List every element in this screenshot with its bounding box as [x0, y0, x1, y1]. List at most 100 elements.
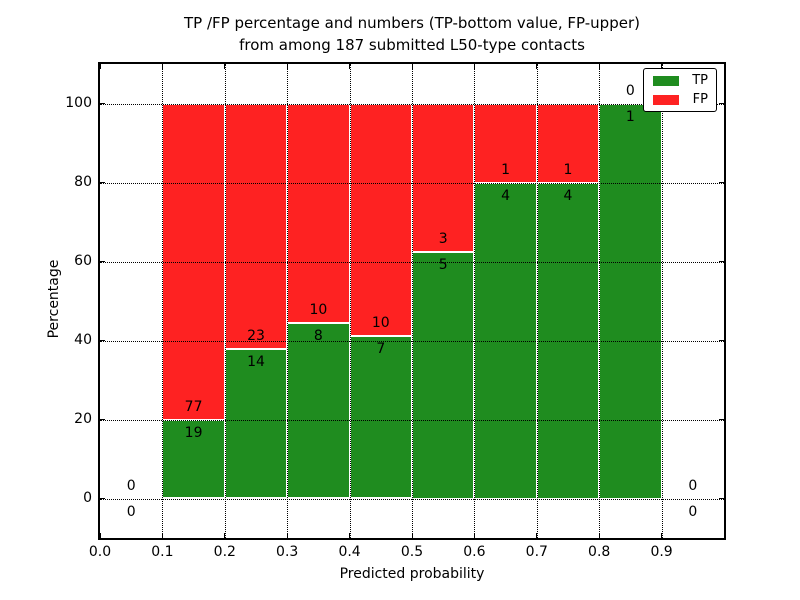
x-tick-bottom: [411, 533, 413, 538]
x-gridline: [599, 64, 601, 538]
x-tick-top: [473, 64, 475, 69]
legend-label-tp: TP: [692, 73, 708, 88]
x-tick-top: [411, 64, 413, 69]
x-gridline: [661, 64, 663, 538]
fp-count-label: 0: [126, 477, 136, 494]
x-tick-bottom: [224, 533, 226, 538]
x-tick-label: 0.1: [151, 544, 174, 560]
x-gridline: [162, 64, 164, 538]
fp-count-label: 23: [247, 328, 265, 345]
x-gridline: [224, 64, 226, 538]
x-tick-top: [161, 64, 163, 69]
x-tick-top: [286, 64, 288, 69]
x-tick-top: [536, 64, 538, 69]
x-tick-top: [99, 64, 101, 69]
legend-row-fp: FP: [653, 93, 708, 106]
x-tick-bottom: [349, 533, 351, 538]
tp-count-label: 0: [126, 503, 136, 520]
x-gridline: [536, 64, 538, 538]
bar-segment-tp: [224, 349, 288, 499]
legend-label-fp: FP: [692, 92, 708, 107]
x-tick-label: 0.2: [213, 544, 236, 560]
y-gridline: [100, 498, 724, 500]
x-tick-label: 0.8: [588, 544, 611, 560]
y-tick-right: [719, 103, 724, 104]
x-gridline: [412, 64, 413, 538]
tp-count-label: 5: [438, 256, 448, 273]
y-gridline: [100, 261, 724, 263]
tp-count-label: 14: [247, 354, 265, 371]
x-tick-label: 0.4: [338, 544, 361, 560]
chart-title-line2: from among 187 submitted L50-type contac…: [239, 36, 585, 54]
fp-count-label: 0: [625, 82, 635, 99]
x-tick-top: [598, 64, 600, 69]
x-tick-label: 0.6: [463, 544, 486, 560]
y-gridline: [100, 419, 724, 421]
tp-color-swatch-icon: [653, 75, 679, 86]
y-tick-right: [719, 261, 724, 262]
tp-count-label: 1: [625, 108, 635, 125]
x-tick-top: [661, 64, 663, 69]
legend: TP FP: [643, 68, 717, 112]
x-tick-label: 0.7: [525, 544, 548, 560]
y-tick-left: [100, 103, 105, 104]
fp-count-label: 1: [501, 161, 511, 178]
y-tick-right: [719, 498, 724, 499]
y-axis-label: Percentage: [46, 259, 62, 339]
bar-segment-tp: [412, 251, 475, 499]
plot-area: TP FP 0 0 77 19 23 14 10 8 10 7 3 5 1 4 1 4 0 1 0 0: [98, 62, 726, 540]
y-tick-right: [719, 340, 724, 341]
fp-count-label: 77: [184, 399, 203, 416]
y-tick-label: 20: [74, 411, 92, 427]
tp-count-label: 0: [688, 503, 698, 520]
x-tick-top: [349, 64, 351, 69]
bar-segment-tp: [599, 103, 662, 499]
y-tick-label: 0: [83, 490, 92, 506]
y-gridline: [100, 182, 724, 184]
tp-count-label: 4: [563, 187, 573, 204]
x-gridline: [349, 64, 351, 538]
y-gridline: [100, 103, 724, 105]
fp-color-swatch-icon: [653, 94, 679, 105]
bar-segment-tp: [349, 335, 412, 499]
x-tick-bottom: [598, 533, 600, 538]
x-tick-bottom: [286, 533, 288, 538]
tp-count-label: 4: [501, 187, 511, 204]
x-tick-label: 0.5: [400, 544, 424, 560]
y-tick-right: [719, 419, 724, 420]
bar-segment-fp: [287, 103, 350, 323]
fp-count-label: 10: [309, 301, 328, 318]
y-tick-left: [100, 182, 105, 183]
x-gridline: [474, 64, 476, 538]
x-tick-label: 0.3: [276, 544, 299, 560]
tp-count-label: 7: [376, 340, 386, 357]
y-gridline: [100, 340, 724, 342]
chart-title-line1: TP /FP percentage and numbers (TP-bottom…: [184, 14, 640, 32]
bar-segment-tp: [287, 322, 350, 499]
x-tick-label: 0.0: [88, 544, 112, 560]
fp-count-label: 1: [563, 161, 573, 178]
x-tick-bottom: [161, 533, 163, 538]
fp-count-label: 10: [371, 314, 390, 331]
bar-segment-fp: [224, 103, 288, 350]
bar-segment-fp: [412, 103, 475, 252]
x-tick-label: 0.9: [650, 544, 673, 560]
y-tick-label: 60: [74, 253, 92, 269]
x-tick-bottom: [536, 533, 538, 538]
x-tick-bottom: [99, 533, 101, 538]
x-tick-bottom: [473, 533, 475, 538]
tp-count-label: 19: [184, 425, 203, 442]
x-tick-top: [224, 64, 226, 69]
tp-count-label: 8: [313, 327, 323, 344]
y-tick-right: [719, 182, 724, 183]
y-tick-label: 40: [74, 332, 92, 348]
y-tick-label: 100: [65, 95, 92, 111]
bar-segment-fp: [474, 103, 537, 183]
fp-count-label: 3: [438, 230, 448, 247]
bar-segment-fp: [349, 103, 412, 336]
fp-count-label: 0: [688, 477, 698, 494]
legend-row-tp: TP: [653, 74, 708, 87]
y-tick-left: [100, 261, 105, 262]
y-tick-label: 80: [74, 174, 92, 190]
